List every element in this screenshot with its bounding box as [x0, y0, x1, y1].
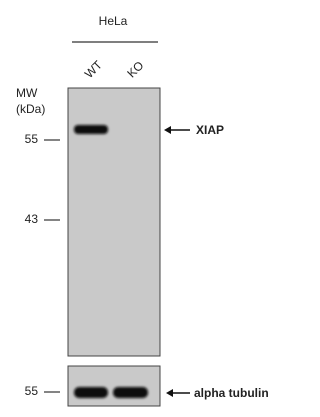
target-label: alpha tubulin: [194, 386, 269, 400]
tubulin-band: [113, 387, 148, 398]
marker-label: 55: [25, 132, 39, 146]
tubulin-band: [74, 387, 108, 398]
cell-line-label: HeLa: [99, 14, 128, 28]
target-label: XIAP: [196, 123, 224, 137]
western-blot-figure: HeLa WT KO MW (kDa) 55 43 XIAP 55 alpha …: [0, 0, 292, 412]
mw-unit: (kDa): [16, 102, 45, 116]
loading-blot: [68, 366, 160, 406]
xiap-band: [74, 125, 108, 134]
marker-label: 55: [25, 384, 39, 398]
marker-label: 43: [25, 212, 39, 226]
mw-title: MW: [16, 86, 38, 100]
